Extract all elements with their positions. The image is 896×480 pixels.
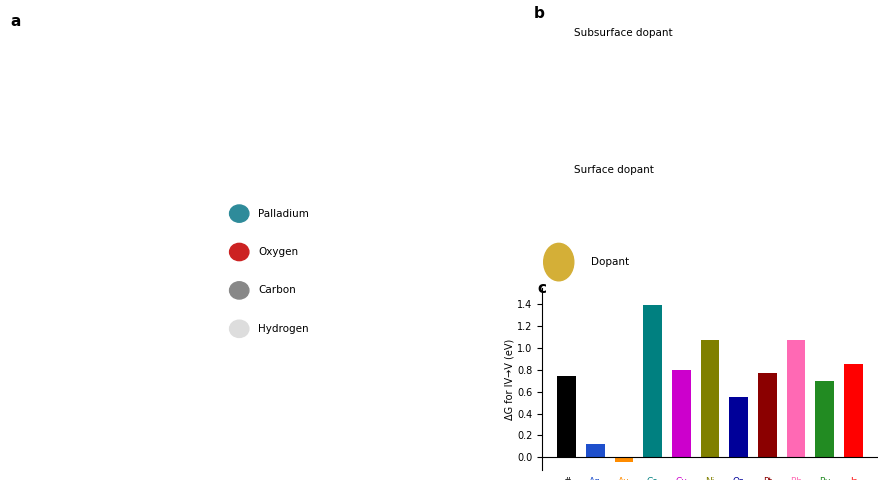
Circle shape: [544, 243, 573, 281]
Text: Oxygen: Oxygen: [258, 247, 298, 257]
Bar: [615, 457, 633, 462]
Text: Hydrogen: Hydrogen: [258, 324, 309, 334]
Text: Subsurface dopant: Subsurface dopant: [573, 28, 672, 38]
Bar: [586, 444, 605, 457]
Bar: [729, 397, 748, 457]
Bar: [643, 305, 662, 457]
Bar: [787, 340, 806, 457]
Text: Carbon: Carbon: [258, 286, 296, 295]
Bar: [758, 373, 777, 457]
Y-axis label: ΔG for IV→V (eV): ΔG for IV→V (eV): [504, 338, 514, 420]
Bar: [844, 364, 863, 457]
Bar: [701, 340, 719, 457]
Bar: [815, 381, 834, 457]
Circle shape: [229, 282, 249, 299]
Text: b: b: [534, 6, 545, 21]
Bar: [672, 370, 691, 457]
Circle shape: [229, 205, 249, 222]
Text: Dopant: Dopant: [591, 257, 630, 267]
Text: c: c: [538, 281, 547, 296]
Circle shape: [229, 243, 249, 261]
Circle shape: [229, 320, 249, 337]
Bar: [557, 376, 576, 457]
Text: Surface dopant: Surface dopant: [573, 165, 654, 175]
Text: Palladium: Palladium: [258, 209, 309, 218]
Text: a: a: [11, 14, 22, 29]
